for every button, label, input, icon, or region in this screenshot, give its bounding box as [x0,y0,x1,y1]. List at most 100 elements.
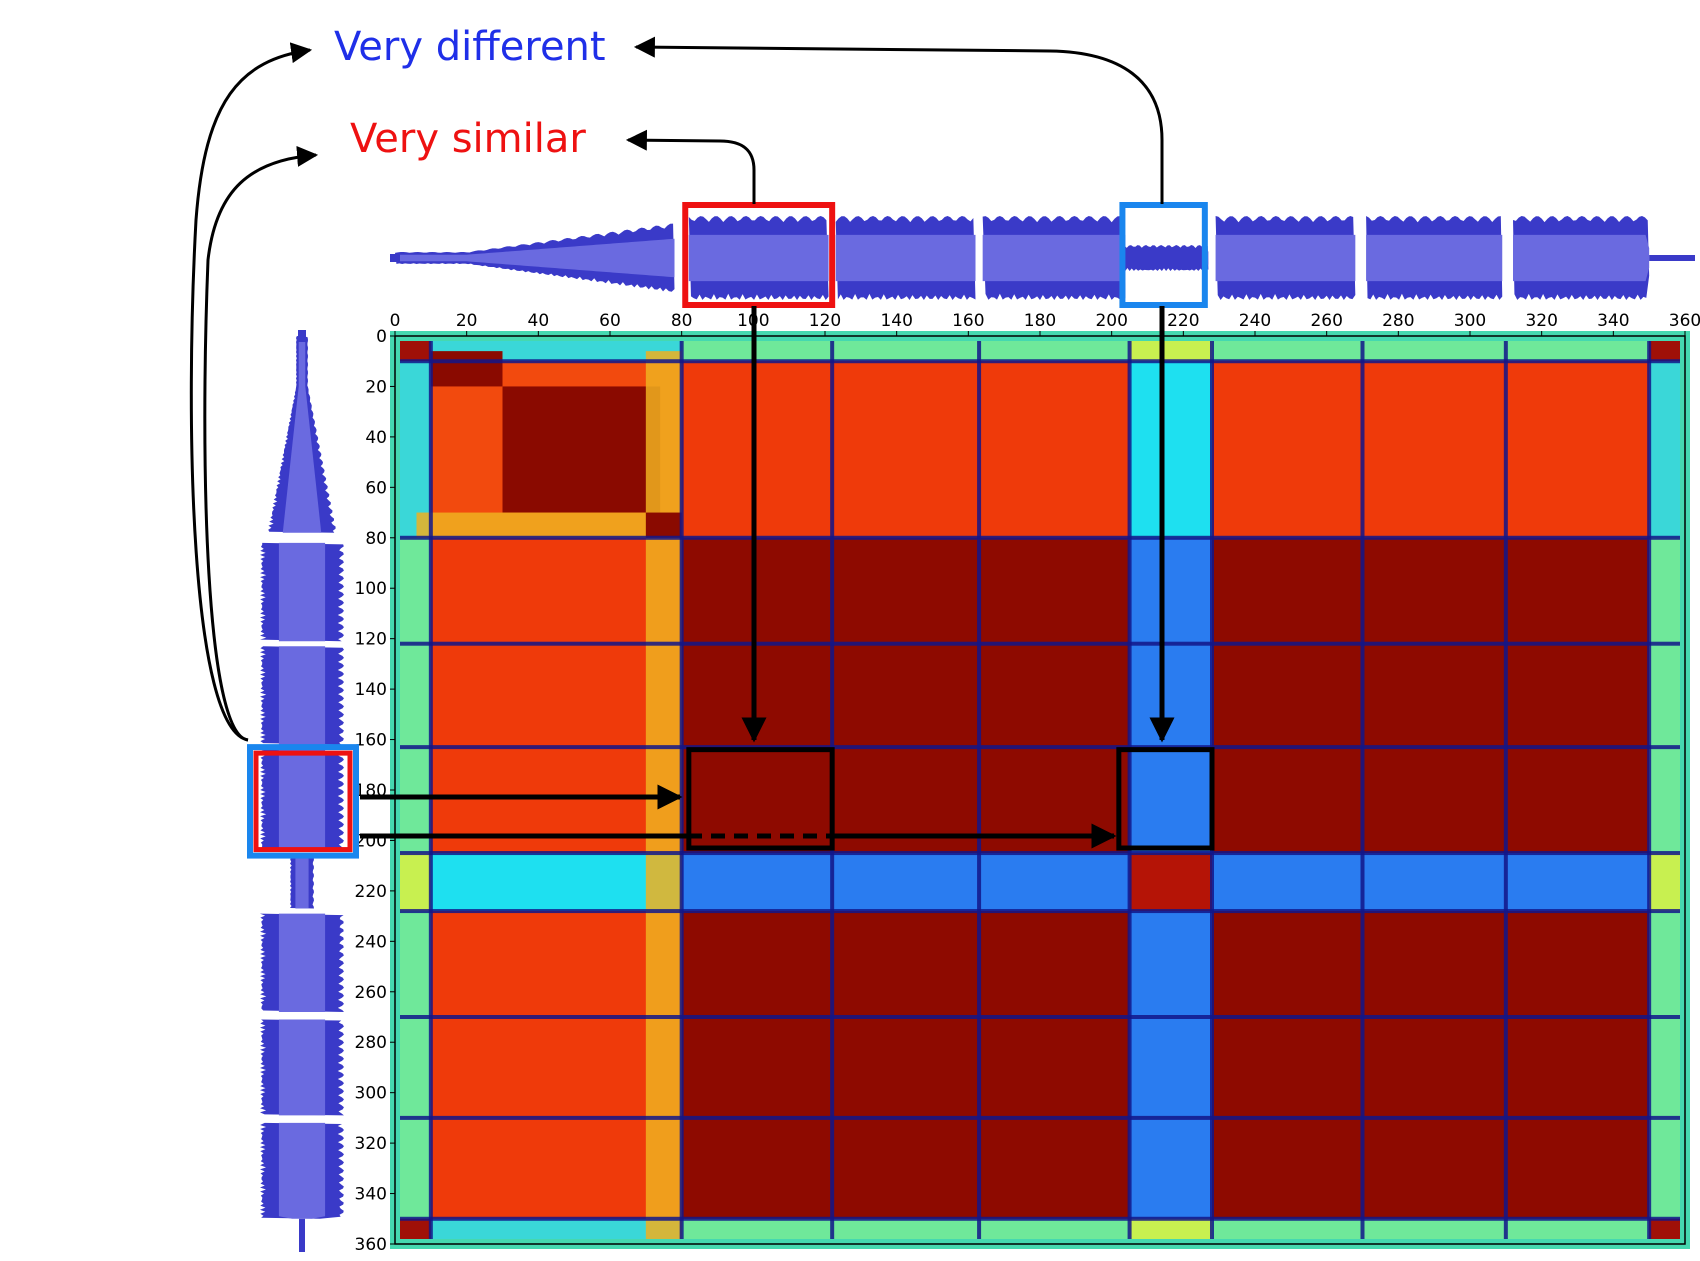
matrix-cell [1362,1017,1506,1118]
y-tick-label: 300 [355,1084,387,1104]
top-waveform [390,216,1695,300]
matrix-cell [681,361,833,538]
y-tick-label: 100 [355,579,387,599]
x-tick-label: 200 [1095,311,1127,331]
boundary-line-v [428,336,433,1244]
matrix-cell [1362,643,1506,748]
matrix-cell [1212,853,1363,912]
left-waveform-core [278,1019,326,1116]
matrix-cell [1212,537,1363,644]
matrix-cell [1505,361,1650,538]
matrix-cell [979,1117,1130,1219]
x-tick-label: 320 [1525,311,1557,331]
matrix-cell [979,853,1130,912]
left-waveform-core [278,1122,326,1219]
matrix-cell [832,537,980,644]
left-waveform-tail [298,330,306,342]
top-waveform-core [982,234,1126,282]
left-waveform-core [295,855,309,909]
matrix-cell [1129,537,1212,644]
matrix-cell [1212,1017,1363,1118]
matrix-cell [1212,643,1363,748]
matrix-cell [1129,747,1212,854]
y-tick-label: 60 [365,478,387,498]
boundary-line-h [395,535,1685,540]
left-waveform-core [278,749,326,851]
matrix-cell [395,1017,431,1118]
matrix-cell [1505,747,1650,854]
arrows [189,36,1175,849]
left-waveform-core [282,336,322,533]
matrix-cell [395,1117,431,1219]
arrow-left-to-similar [203,145,319,742]
boundary-line-h [395,745,1685,750]
x-tick-label: 280 [1382,311,1414,331]
matrix-cell [1362,747,1506,854]
matrix-cell [1362,911,1506,1017]
boundary-line-h [395,641,1685,646]
x-tick-label: 120 [809,311,841,331]
matrix-cell [430,643,682,748]
boundary-line-h [395,1216,1685,1221]
matrix-cell [1505,643,1650,748]
matrix-cell [1649,911,1685,1017]
boundary-line-h [395,1115,1685,1120]
y-tick-label: 120 [355,630,387,650]
matrix-cell [430,853,682,912]
waveform-highlights [247,202,1208,859]
matrix-cell [395,911,431,1017]
y-tick-label: 40 [365,428,387,448]
y-tick-label: 280 [355,1033,387,1053]
matrix-cell [1505,1017,1650,1118]
matrix-cell [430,1017,682,1118]
matrix-boxes [686,747,1215,851]
matrix-diag-block [645,512,682,538]
matrix-cell [1505,537,1650,644]
self-similarity-matrix [390,331,1690,1249]
boundary-line-v [1127,336,1132,1244]
matrix-cell [1505,1117,1650,1219]
matrix-band [416,512,682,538]
top-waveform-core [1513,234,1650,282]
y-tick-label: 240 [355,932,387,952]
top-blue-highlight-box [1119,202,1208,308]
matrix-cell [1505,911,1650,1017]
y-tick-label: 360 [355,1235,387,1255]
matrix-cell [395,643,431,748]
matrix-cell [979,361,1130,538]
matrix-cell [681,911,833,1017]
y-tick-label: 160 [355,731,387,751]
left-blue-highlight-box [247,744,359,859]
arrow-top-blue-to-different [633,36,1164,204]
different-box [1116,747,1215,851]
matrix-cell [1362,853,1506,912]
left-waveform-core [278,646,326,745]
matrix-cell [1649,747,1685,854]
boundary-line-v [1647,336,1652,1244]
y-tick-label: 80 [365,529,387,549]
boundary-line-h [395,1015,1685,1019]
boundary-line-h [395,909,1685,914]
matrix-cell [395,537,431,644]
matrix-cell [832,361,980,538]
matrix-cell [430,537,682,644]
matrix-cell [1362,1117,1506,1219]
matrix-cell [979,1017,1130,1118]
matrix-cell [1649,1017,1685,1118]
matrix-cell [1212,361,1363,538]
top-waveform-core [688,234,829,282]
x-tick-label: 40 [528,311,550,331]
matrix-cell [1129,643,1212,748]
matrix-cell [1505,853,1650,912]
arrow-left-to-different [189,42,313,742]
left-waveform [260,330,344,1252]
very-similar-label: Very similar [350,116,586,162]
matrix-cell [832,1117,980,1219]
very-different-label: Very different [334,24,606,70]
quiet-section-wave [1122,245,1205,271]
y-tick-label: 320 [355,1134,387,1154]
matrix-cell [1129,1017,1212,1118]
matrix-cell [1129,911,1212,1017]
boundary-line-h [395,359,1685,364]
